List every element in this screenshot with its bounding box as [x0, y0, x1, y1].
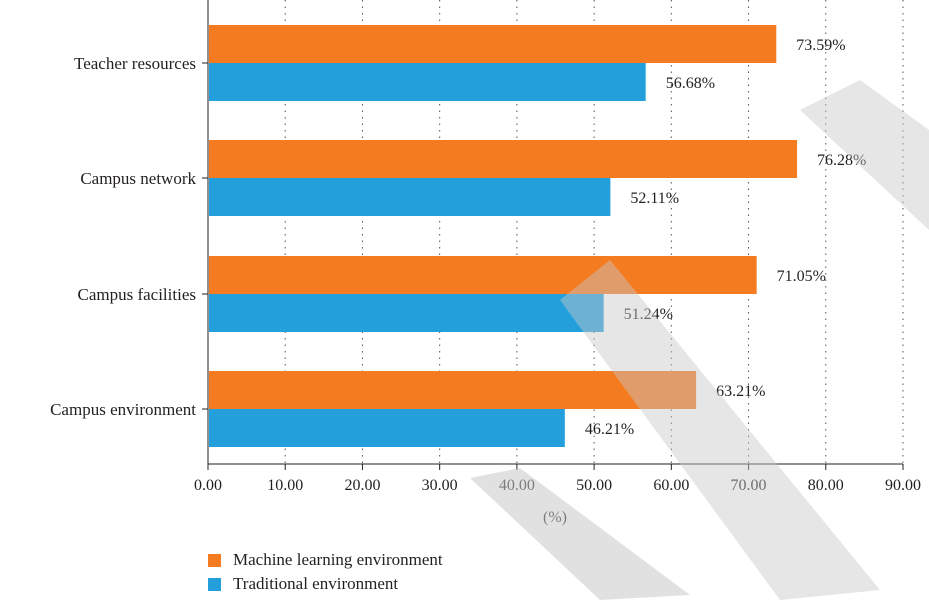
legend-label-traditional: Traditional environment [233, 574, 398, 594]
bar [209, 63, 646, 101]
legend-item-traditional: Traditional environment [208, 572, 443, 596]
legend-item-ml: Machine learning environment [208, 548, 443, 572]
legend-label-ml: Machine learning environment [233, 550, 443, 570]
category-label: Campus facilities [77, 285, 196, 304]
x-tick-label: 80.00 [808, 477, 844, 494]
bar [209, 140, 797, 178]
category-label: Campus environment [50, 400, 196, 419]
x-tick-label: 20.00 [344, 477, 380, 494]
legend-swatch-ml [208, 554, 221, 567]
data-label: 71.05% [777, 268, 826, 285]
bar [209, 371, 696, 409]
bar [209, 294, 604, 332]
data-label: 73.59% [796, 37, 845, 54]
x-tick-label: 10.00 [267, 477, 303, 494]
bar [209, 25, 776, 63]
x-tick-label: 60.00 [653, 477, 689, 494]
bar [209, 256, 757, 294]
bar [209, 409, 565, 447]
x-tick-label: 0.00 [194, 477, 222, 494]
x-tick-label: 40.00 [499, 477, 535, 494]
data-label: 56.68% [666, 75, 715, 92]
data-label: 51.24% [624, 306, 673, 323]
x-tick-label: 30.00 [422, 477, 458, 494]
data-label: 76.28% [817, 152, 866, 169]
legend-swatch-traditional [208, 578, 221, 591]
x-tick-label: 90.00 [885, 477, 921, 494]
data-label: 63.21% [716, 383, 765, 400]
legend: Machine learning environment Traditional… [208, 548, 443, 596]
x-axis-label: (%) [543, 509, 567, 526]
category-label: Campus network [80, 169, 196, 188]
x-tick-label: 70.00 [731, 477, 767, 494]
x-tick-label: 50.00 [576, 477, 612, 494]
data-label: 52.11% [630, 190, 679, 207]
bar [209, 178, 610, 216]
category-label: Teacher resources [74, 54, 196, 73]
data-label: 46.21% [585, 421, 634, 438]
